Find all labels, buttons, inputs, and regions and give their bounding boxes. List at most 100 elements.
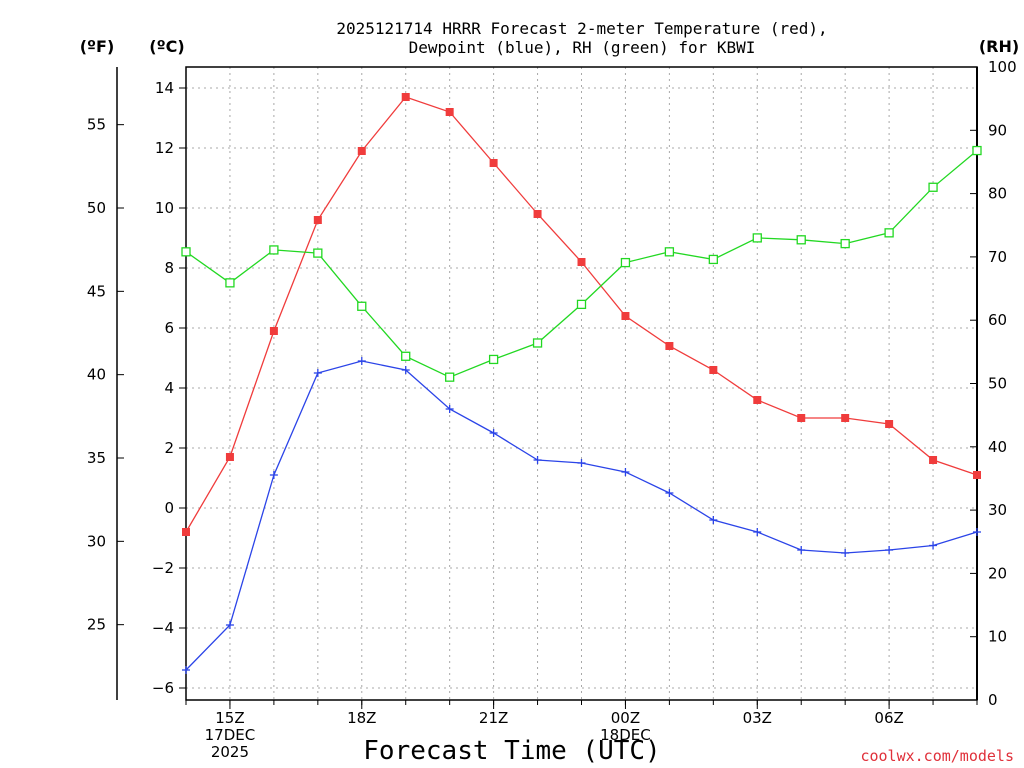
temperature-point: [401, 93, 410, 101]
rh-point: [401, 351, 411, 361]
rh-point: [752, 233, 762, 243]
rh-tick-label: 20: [988, 564, 1007, 582]
temperature-point: [621, 312, 630, 320]
dewpoint-point: [929, 541, 938, 550]
rh-point: [664, 247, 675, 257]
temperature-point: [225, 453, 234, 461]
rh-tick-label: 30: [988, 501, 1007, 519]
temperature-point: [709, 366, 718, 374]
temperature-point: [797, 414, 806, 422]
celsius-tick-label: 8: [164, 259, 174, 277]
celsius-tick-label: 2: [164, 439, 174, 457]
dewpoint-point: [841, 549, 850, 557]
axes: 14121086420−2−4−655504540353025100908070…: [87, 58, 1017, 709]
x-tick-label: 21Z: [479, 709, 508, 727]
dewpoint-point: [797, 546, 806, 554]
data-series: [181, 93, 982, 674]
temperature-point: [577, 258, 586, 266]
rh-point: [313, 248, 323, 258]
celsius-tick-label: 6: [164, 319, 174, 337]
rh-tick-label: 40: [988, 438, 1007, 456]
rh-tick-label: 70: [988, 248, 1007, 266]
x-tick-label: 2025: [211, 743, 249, 761]
x-tick-label: 15Z: [215, 709, 244, 727]
temperature-point: [269, 327, 278, 335]
dewpoint-point: [533, 456, 542, 464]
temperature-point: [885, 420, 894, 428]
fahrenheit-tick-label: 35: [87, 449, 106, 467]
temperature-point: [929, 456, 938, 464]
plot-frame: [185, 66, 978, 701]
rh-tick-label: 10: [988, 628, 1007, 646]
rh-tick-label: 0: [988, 691, 998, 709]
chart-title-line-2: Dewpoint (blue), RH (green) for KBWI: [409, 38, 756, 57]
x-tick-label: 17DEC: [205, 726, 256, 744]
rh-point: [488, 354, 499, 365]
dewpoint-point: [577, 459, 586, 467]
temperature-point: [753, 396, 762, 404]
gridlines: [186, 67, 977, 700]
x-tick-label: 03Z: [743, 709, 772, 727]
dewpoint-point: [357, 357, 366, 365]
dewpoint-point: [182, 666, 190, 674]
dewpoint-point: [225, 621, 234, 629]
rh-point: [928, 182, 938, 192]
dewpoint-point: [313, 369, 322, 377]
dewpoint-point: [445, 405, 454, 413]
dewpoint-point: [489, 429, 498, 437]
dewpoint-point: [973, 528, 981, 536]
celsius-tick-label: 12: [155, 139, 174, 157]
temperature-point: [313, 216, 322, 224]
credit-text: coolwx.com/models: [860, 747, 1014, 765]
rh-point: [796, 235, 806, 245]
dewpoint-point: [885, 546, 894, 554]
rh-point: [576, 299, 587, 310]
temperature-point: [533, 210, 542, 218]
rh-point: [708, 254, 718, 265]
fahrenheit-tick-label: 45: [87, 282, 106, 300]
temperature-point: [357, 147, 366, 155]
dewpoint-point: [665, 489, 674, 497]
rh-tick-label: 80: [988, 185, 1007, 203]
rh-point: [181, 247, 191, 257]
rh-tick-label: 60: [988, 311, 1007, 329]
x-axis-title: Forecast Time (UTC): [363, 736, 660, 766]
rh-point: [532, 338, 543, 348]
rh-point: [269, 245, 279, 255]
temperature-point: [665, 342, 674, 350]
x-tick-label: 18Z: [347, 709, 376, 727]
fahrenheit-tick-label: 55: [87, 116, 106, 134]
x-tick-label: 06Z: [874, 709, 903, 727]
celsius-tick-label: −6: [152, 679, 174, 697]
temperature-point: [973, 471, 981, 479]
dewpoint-point: [401, 366, 410, 374]
fahrenheit-tick-label: 40: [87, 366, 106, 384]
dewpoint-point: [709, 516, 718, 524]
celsius-tick-label: 10: [155, 199, 174, 217]
x-tick-label: 00Z: [611, 709, 640, 727]
celsius-tick-label: −2: [152, 559, 174, 577]
dewpoint-point: [269, 471, 278, 479]
rh-tick-label: 50: [988, 375, 1007, 393]
series-markers-rh: [181, 145, 982, 382]
temperature-point: [489, 159, 498, 167]
fahrenheit-tick-label: 30: [87, 532, 106, 550]
rh-tick-label: 100: [988, 58, 1017, 76]
fahrenheit-tick-label: 25: [87, 616, 106, 634]
rh-point: [620, 257, 631, 268]
temperature-point: [841, 414, 850, 422]
celsius-tick-label: 0: [164, 499, 174, 517]
rh-tick-label: 90: [988, 121, 1007, 139]
fahrenheit-unit-label: (ºF): [80, 37, 115, 56]
rh-point: [445, 372, 455, 382]
temperature-point: [445, 108, 454, 116]
x-tick-label: 18DEC: [600, 726, 651, 744]
dewpoint-point: [753, 528, 762, 536]
series-line-dewpoint: [185, 360, 978, 671]
rh-point: [357, 301, 367, 311]
rh-unit-label: (RH): [979, 37, 1019, 56]
dewpoint-point: [621, 468, 630, 476]
celsius-tick-label: −4: [152, 619, 174, 637]
fahrenheit-tick-label: 50: [87, 199, 106, 217]
